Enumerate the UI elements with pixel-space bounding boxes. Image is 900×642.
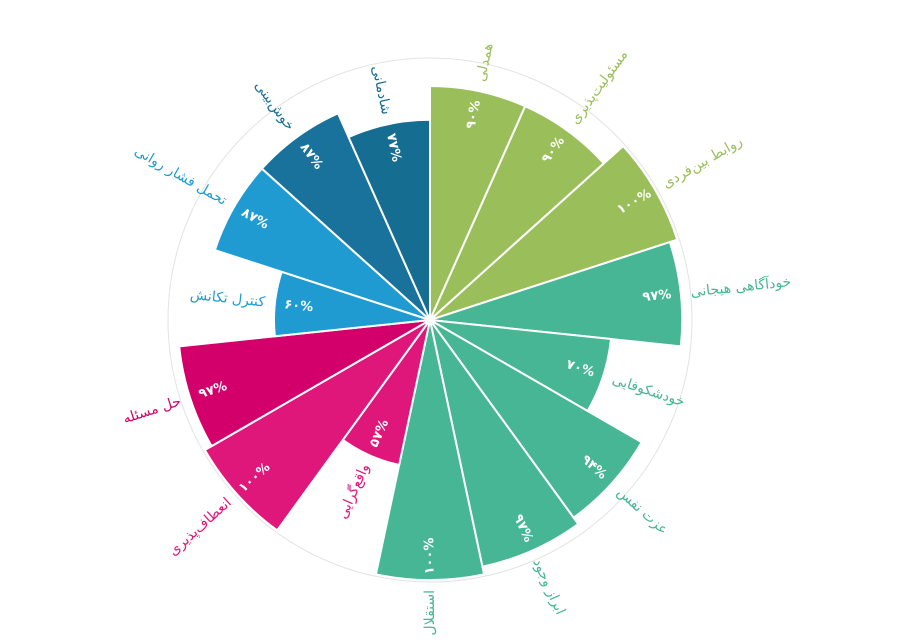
category-label: خودشکوفایی xyxy=(610,372,687,410)
value-label: ۷۷% xyxy=(383,132,404,163)
category-label: خوش‌بینی xyxy=(251,78,297,134)
category-label: استقلال xyxy=(422,590,438,635)
category-label: تحمل فشار روانی xyxy=(132,143,230,209)
category-label: عزت نفس xyxy=(614,484,671,538)
wedge xyxy=(203,319,431,532)
category-label: ابراز وجود xyxy=(529,556,568,617)
category-label: حل مسئله xyxy=(121,393,183,427)
category-label: واقع‌گرایی xyxy=(334,461,373,521)
category-label: شادمانی xyxy=(368,64,394,116)
value-label: ۱۰۰% xyxy=(423,538,438,575)
category-label: انعطاف‌پذیری xyxy=(166,495,235,560)
value-label: ۹۷% xyxy=(642,287,672,305)
wedge xyxy=(347,118,431,321)
category-label: خودآگاهی هیجانی xyxy=(690,273,792,300)
wedge xyxy=(429,144,679,321)
wedge xyxy=(260,112,431,321)
category-label: همدلی xyxy=(473,42,497,83)
value-label: ۶۰% xyxy=(284,297,314,315)
value-label: ۹۰% xyxy=(463,99,484,130)
wedge xyxy=(429,240,684,348)
category-label: کنترل تکانش xyxy=(189,287,266,311)
category-label: روابط بین‌فردی xyxy=(660,133,745,192)
wedge xyxy=(374,319,486,581)
grid-circle xyxy=(167,57,693,583)
wedge xyxy=(178,319,431,448)
category-label: مسئولیت‌پذیری xyxy=(567,47,631,127)
